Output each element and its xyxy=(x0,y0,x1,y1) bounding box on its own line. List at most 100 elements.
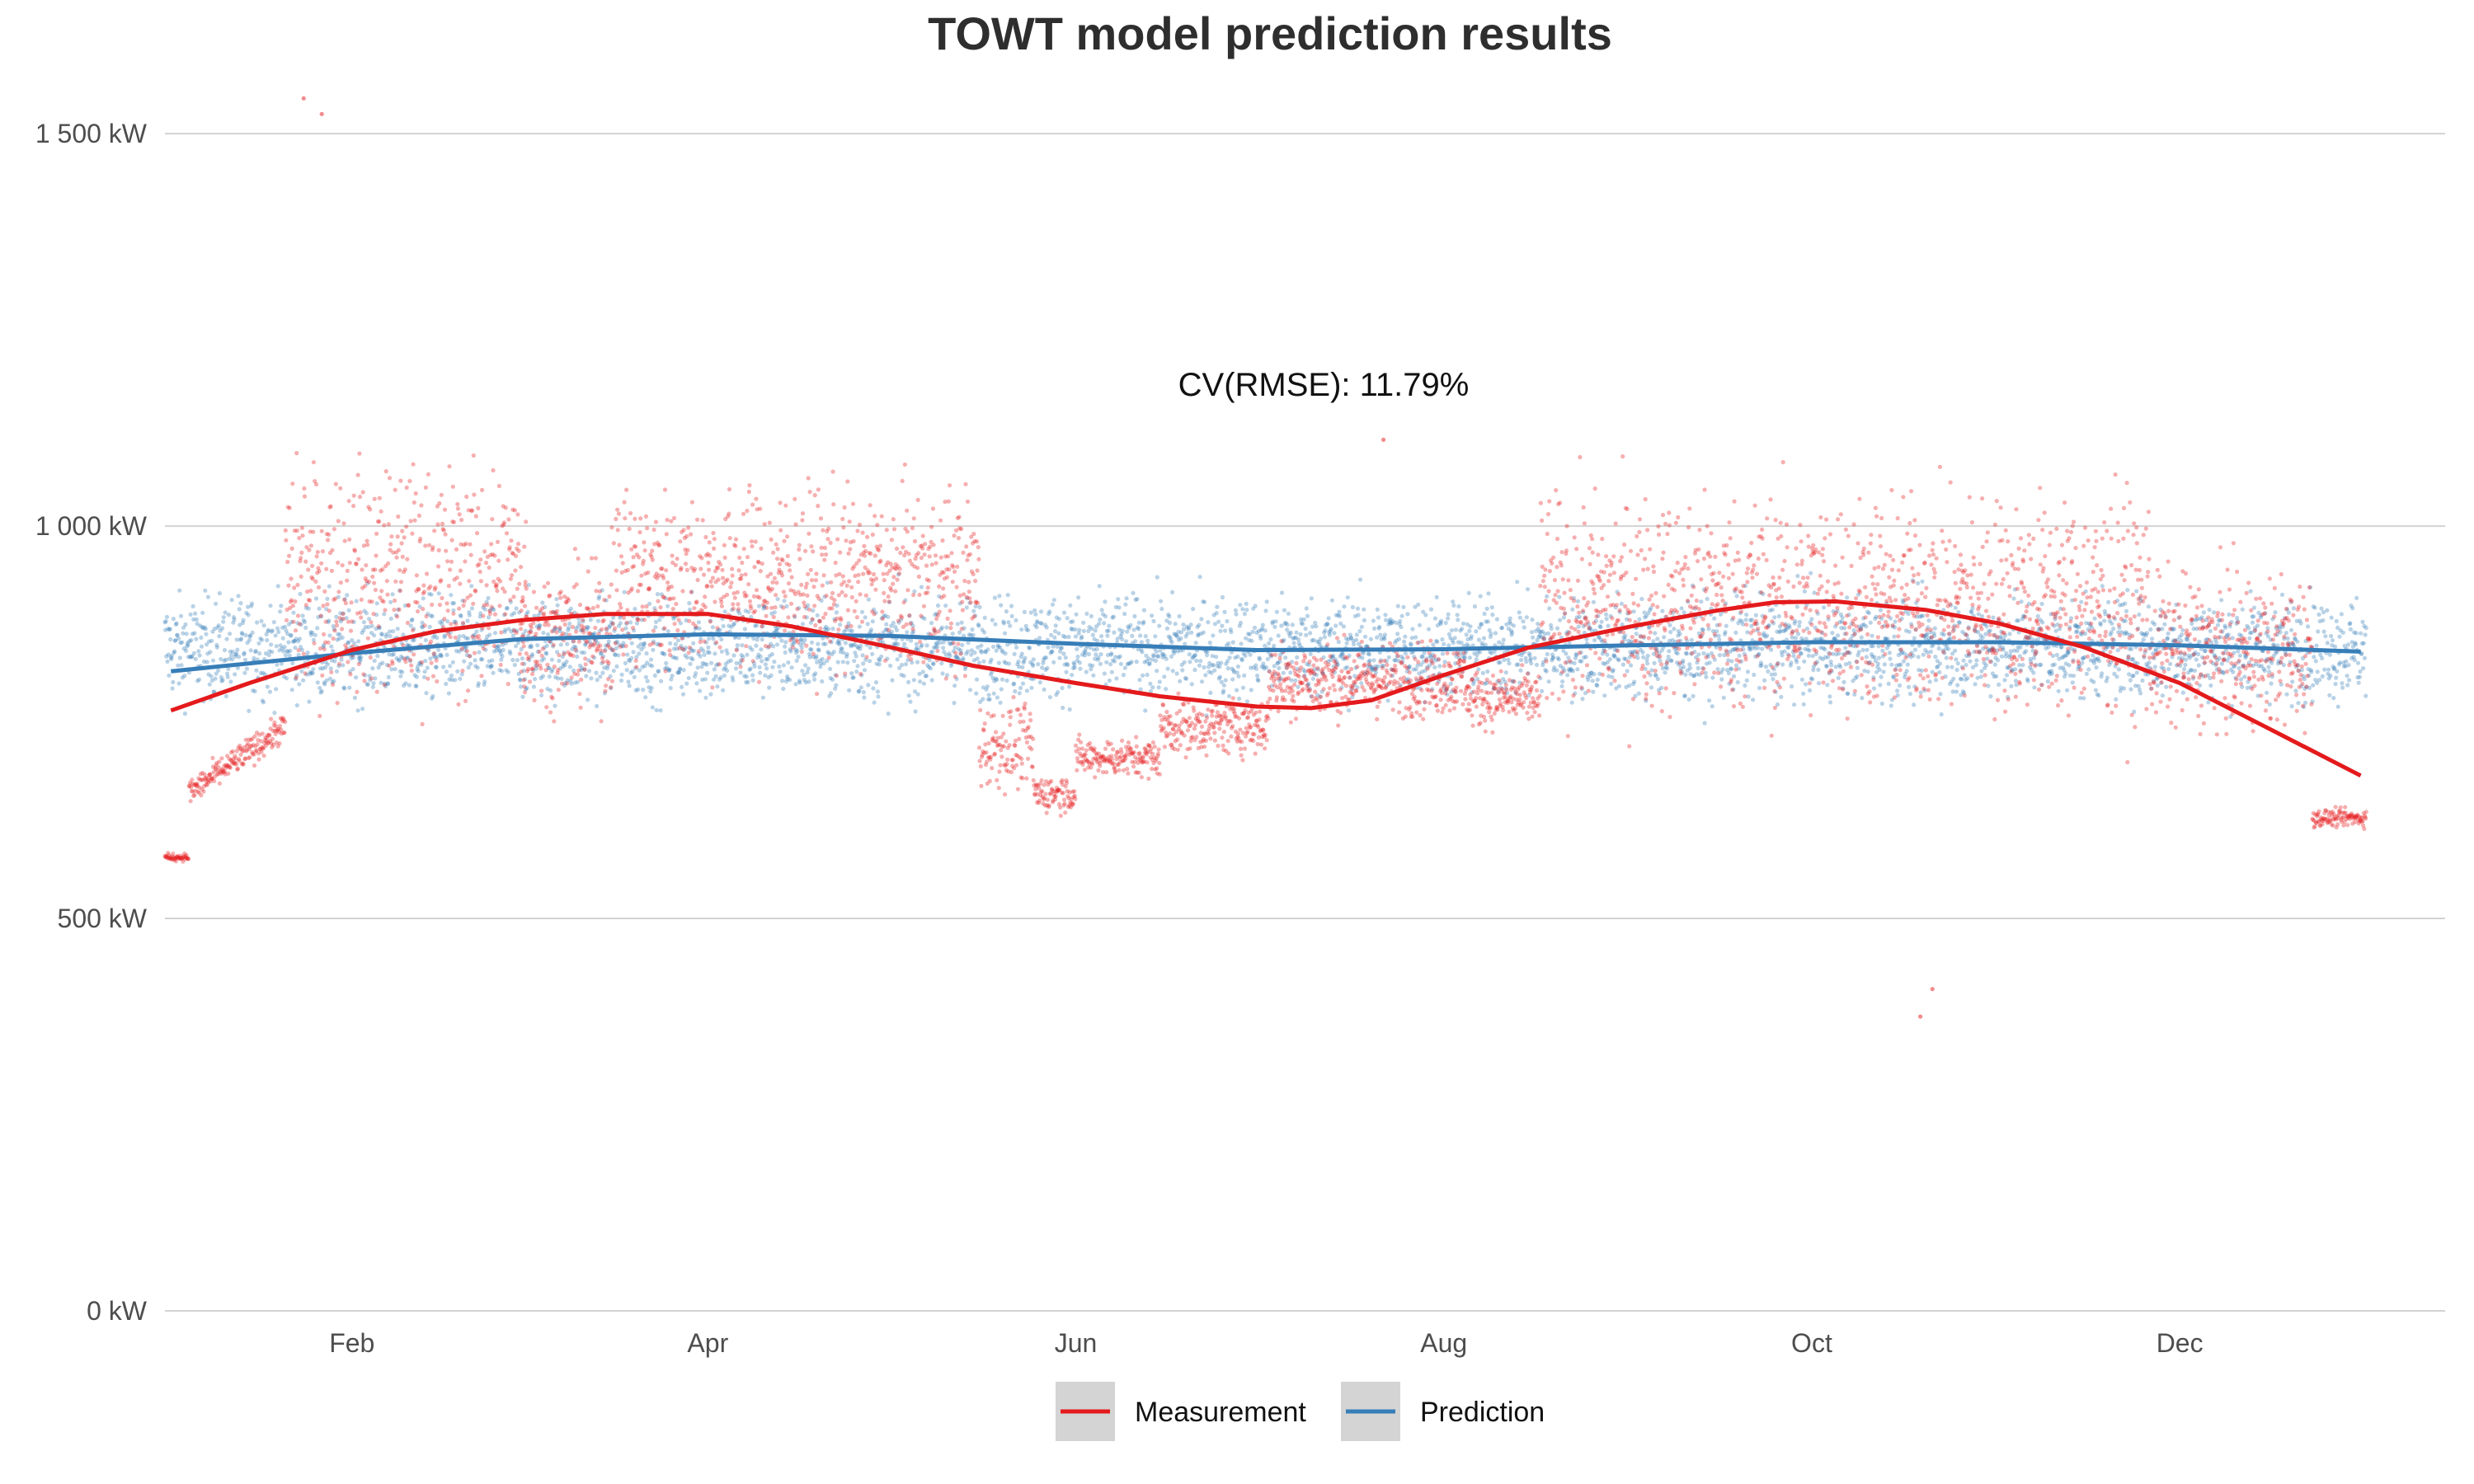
data-point xyxy=(299,669,304,674)
data-point xyxy=(294,636,299,641)
data-point xyxy=(1530,618,1535,622)
data-point xyxy=(577,663,583,669)
data-point xyxy=(173,638,178,643)
data-point xyxy=(1570,607,1575,612)
data-point xyxy=(783,640,788,645)
data-point xyxy=(1426,627,1432,632)
data-point xyxy=(419,624,425,630)
data-point xyxy=(1078,666,1083,671)
data-point xyxy=(484,599,489,604)
data-point xyxy=(1164,687,1169,692)
data-point xyxy=(1064,669,1069,674)
data-point xyxy=(2052,662,2057,667)
data-point xyxy=(299,556,303,561)
data-point xyxy=(1051,644,1056,649)
data-point xyxy=(632,674,637,679)
data-point xyxy=(359,615,364,620)
data-point xyxy=(379,632,384,637)
data-point xyxy=(1170,669,1175,674)
data-point xyxy=(401,683,407,688)
data-point xyxy=(1440,637,1445,642)
data-point xyxy=(396,657,401,662)
data-point xyxy=(955,622,960,627)
data-point xyxy=(1053,623,1058,628)
data-point xyxy=(835,660,840,665)
data-point xyxy=(598,674,603,679)
data-point xyxy=(1265,656,1270,662)
data-point xyxy=(2203,648,2208,654)
data-point xyxy=(1024,688,1029,693)
data-point xyxy=(435,655,440,660)
data-point xyxy=(2363,632,2368,637)
data-point xyxy=(413,683,418,688)
data-point xyxy=(1145,638,1150,643)
data-point xyxy=(1881,669,1886,674)
data-point xyxy=(343,601,348,606)
data-point xyxy=(2121,686,2127,691)
data-point xyxy=(178,641,183,646)
data-point xyxy=(352,641,357,646)
data-point xyxy=(458,581,463,586)
data-point xyxy=(428,584,433,589)
data-point xyxy=(1912,636,1917,641)
data-point xyxy=(2140,678,2145,683)
data-point xyxy=(376,665,381,670)
data-point xyxy=(327,532,332,538)
data-point xyxy=(2325,608,2330,613)
data-point xyxy=(219,674,223,680)
data-point xyxy=(292,638,297,643)
data-point xyxy=(1980,613,1985,619)
data-point xyxy=(536,625,542,630)
data-point xyxy=(1061,610,1067,615)
data-point xyxy=(490,606,496,611)
data-point xyxy=(226,771,231,777)
data-point xyxy=(389,652,395,657)
data-point xyxy=(235,647,240,652)
data-point xyxy=(1263,628,1268,633)
data-point xyxy=(296,652,301,658)
data-point xyxy=(487,608,493,613)
data-point xyxy=(615,639,620,645)
data-point xyxy=(705,670,710,675)
data-point xyxy=(379,680,383,685)
data-point xyxy=(1565,673,1570,678)
data-point xyxy=(348,628,354,633)
data-point xyxy=(266,653,271,658)
data-point xyxy=(533,677,538,682)
x-tick-label: Apr xyxy=(687,1328,728,1358)
data-point xyxy=(1687,662,1692,667)
data-point xyxy=(1919,668,1924,674)
data-point xyxy=(394,555,399,560)
data-point xyxy=(701,648,706,654)
data-point xyxy=(1193,653,1198,658)
data-point xyxy=(1720,667,1725,672)
data-point xyxy=(1586,678,1591,683)
data-point xyxy=(1871,686,1877,691)
data-point xyxy=(1776,613,1781,619)
data-point xyxy=(1159,599,1164,603)
data-point xyxy=(2291,606,2297,611)
data-point xyxy=(1906,611,1911,617)
data-point xyxy=(642,641,647,646)
data-point xyxy=(361,620,366,625)
data-point xyxy=(905,630,910,635)
data-point xyxy=(1887,650,1892,655)
data-point xyxy=(1230,640,1235,645)
data-point xyxy=(210,658,216,663)
data-point xyxy=(322,665,328,670)
data-point xyxy=(1558,618,1563,622)
data-point xyxy=(760,659,764,664)
data-point xyxy=(276,629,281,635)
data-point xyxy=(168,636,173,642)
data-point xyxy=(223,610,228,615)
data-point xyxy=(1202,665,1206,670)
data-point xyxy=(241,618,246,622)
data-point xyxy=(350,667,355,672)
data-point xyxy=(551,628,556,633)
data-point xyxy=(571,644,576,650)
data-point xyxy=(1250,629,1255,634)
data-point xyxy=(1012,651,1017,657)
data-point xyxy=(1046,645,1051,650)
data-point xyxy=(1136,627,1141,632)
